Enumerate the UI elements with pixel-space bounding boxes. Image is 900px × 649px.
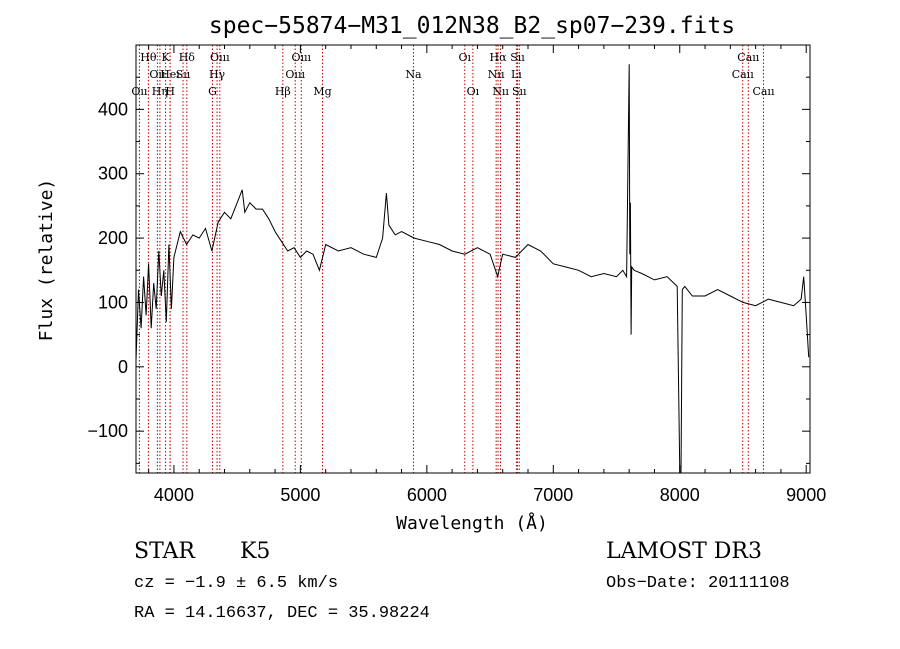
emission-line-label: Hβ <box>275 85 291 98</box>
emission-line-label: G <box>208 85 217 98</box>
emission-line-label: Oıı <box>149 68 166 81</box>
y-tick-label: −100 <box>87 421 128 441</box>
emission-line-labels: Oıı Hθ Oıı Hη K Heı H Hδ Sıı Oııı Hγ G Hβ Oııı Oııı Mg N… <box>131 51 775 98</box>
emission-line-label: Heı <box>160 68 180 81</box>
emission-line-label: Hθ <box>140 51 157 64</box>
x-tick-label: 6000 <box>407 485 447 505</box>
ra-dec-coordinates: RA = 14.16637, DEC = 35.98224 <box>134 604 430 623</box>
emission-line-markers <box>138 45 764 473</box>
emission-line-label: Oııı <box>291 51 311 64</box>
plot-frame <box>135 44 811 474</box>
object-class: STAR <box>134 539 195 564</box>
emission-line-label: Oıı <box>131 85 148 98</box>
emission-line-label: Caıı <box>752 85 774 98</box>
survey-name: LAMOST DR3 <box>606 539 762 564</box>
y-tick-label: 200 <box>98 228 128 248</box>
emission-line-label: K <box>161 51 170 64</box>
emission-line-label: Oı <box>459 51 472 64</box>
redshift-cz: cz = −1.9 ± 6.5 km/s <box>134 574 339 593</box>
emission-line-label: Caıı <box>732 68 754 81</box>
emission-line-label: Lı <box>511 68 522 81</box>
object-subclass: K5 <box>240 539 271 564</box>
y-tick-label: 400 <box>98 99 128 119</box>
emission-line-label: Oııı <box>285 68 305 81</box>
emission-line-label: Sıı <box>176 68 191 81</box>
emission-line-label: Mg <box>313 85 331 98</box>
emission-line-label: Sıı <box>510 51 525 64</box>
emission-line-label: Caıı <box>737 51 759 64</box>
emission-line-label: Sıı <box>512 85 527 98</box>
emission-line-label: Oııı <box>210 51 230 64</box>
emission-line-label: Hη <box>152 85 168 98</box>
y-tick-label: 300 <box>98 164 128 184</box>
x-axis-label: Wavelength (Å) <box>396 512 548 534</box>
emission-line-label: Hγ <box>209 68 226 81</box>
emission-line-label: Hδ <box>179 51 196 64</box>
chart-title: spec−55874−M31_012N38_B2_sp07−239.fits <box>209 13 735 39</box>
emission-line-label: Hα <box>490 51 508 64</box>
emission-line-label: Nıı <box>492 85 509 98</box>
y-tick-label: 0 <box>118 357 128 377</box>
y-tick-label: 100 <box>98 292 128 312</box>
x-tick-label: 9000 <box>786 485 826 505</box>
emission-line-label: H <box>165 85 175 98</box>
emission-line-label: Oı <box>467 85 480 98</box>
x-tick-label: 4000 <box>154 485 194 505</box>
emission-line-label: Na <box>405 68 422 81</box>
x-tick-label: 8000 <box>660 485 700 505</box>
y-axis-label: Flux (relative) <box>36 179 57 342</box>
observation-date: Obs−Date: 20111108 <box>606 574 790 593</box>
x-axis-ticks: 4000 5000 6000 7000 8000 9000 <box>148 45 826 505</box>
y-axis-ticks: −100 0 100 200 300 400 <box>87 76 810 464</box>
emission-line-label: Nıı <box>488 68 505 81</box>
x-tick-label: 7000 <box>533 485 573 505</box>
flux-series-line <box>135 64 810 474</box>
x-tick-label: 5000 <box>280 485 320 505</box>
